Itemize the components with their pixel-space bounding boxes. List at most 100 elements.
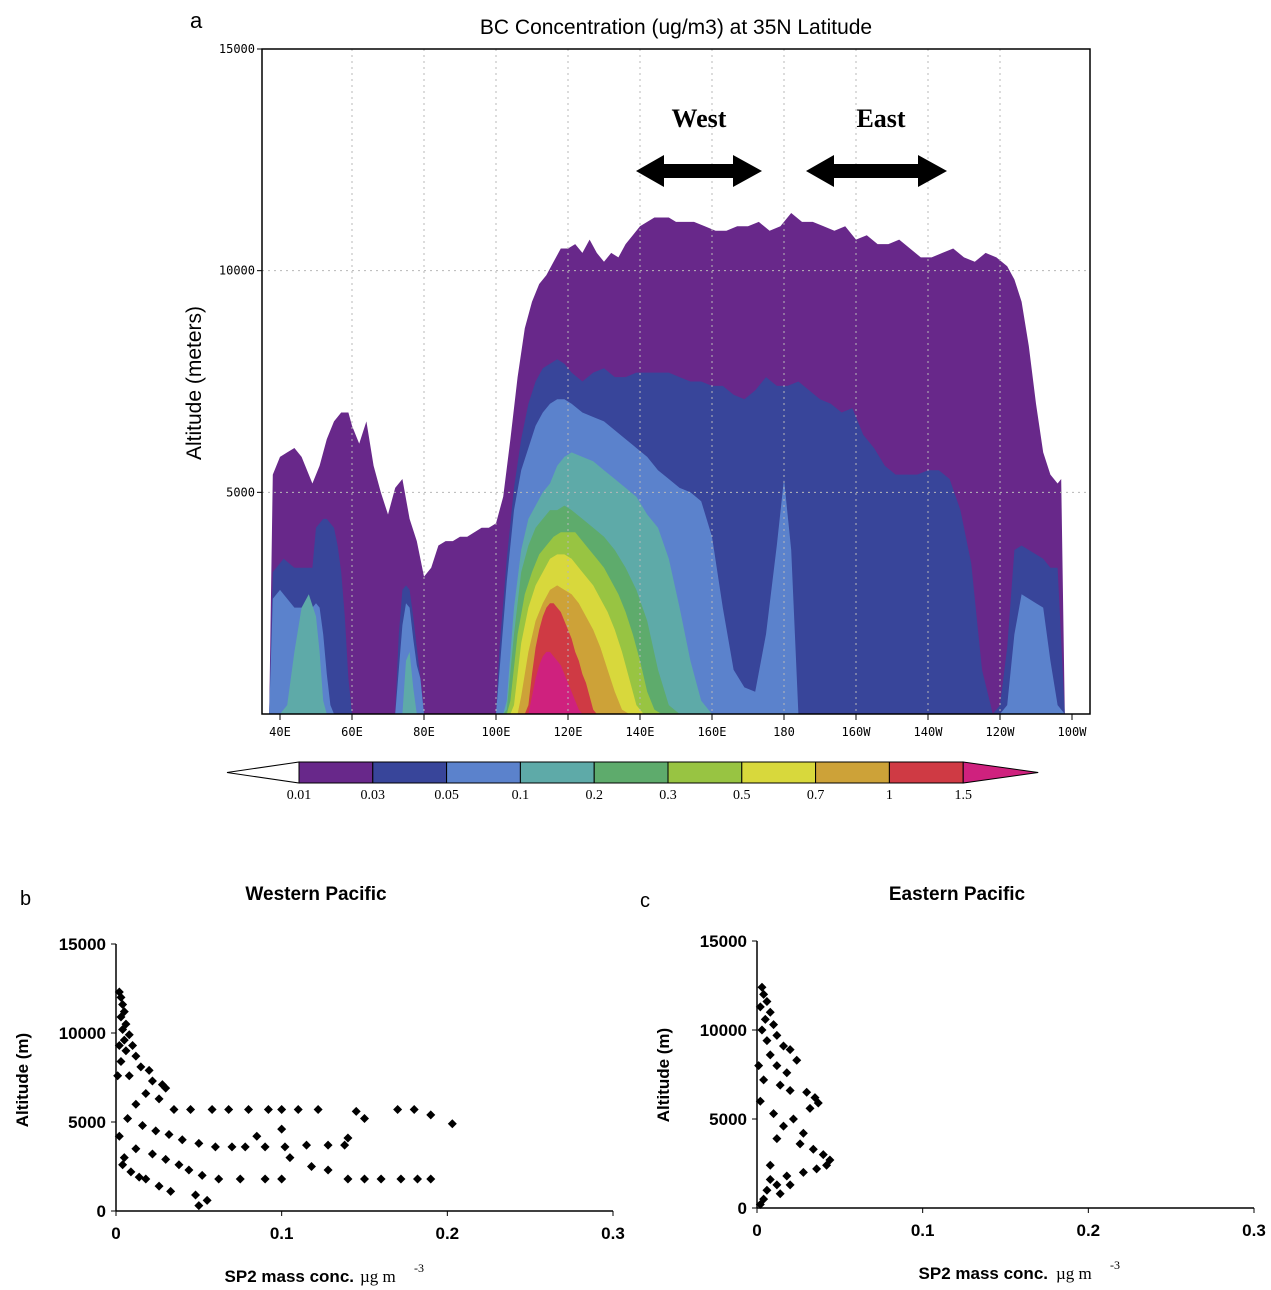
data-point xyxy=(151,1126,161,1136)
data-point xyxy=(762,1036,772,1046)
data-point xyxy=(280,1142,290,1152)
data-point xyxy=(376,1174,386,1184)
panel-c-x-axis-label: SP2 mass conc. xyxy=(919,1264,1048,1283)
data-point xyxy=(144,1065,154,1075)
annotation-west: West xyxy=(672,104,727,133)
data-point xyxy=(759,989,769,999)
data-point xyxy=(207,1105,217,1115)
colorbar-level-label: 0.7 xyxy=(807,788,825,803)
data-point xyxy=(138,1121,148,1131)
data-point xyxy=(123,1113,133,1123)
panel-b-x-axis-label: SP2 mass conc. xyxy=(225,1267,354,1286)
data-point xyxy=(131,1099,141,1109)
data-point xyxy=(323,1140,333,1150)
data-point xyxy=(413,1174,423,1184)
data-point xyxy=(755,1199,765,1209)
data-point xyxy=(131,1051,141,1061)
panel-c-plot-area: 0 5000 10000 15000 0 0.1 0.2 0.3 xyxy=(700,932,1266,1240)
colorbar-over-triangle xyxy=(962,761,1039,784)
panel-a-y-axis-label: Altitude (meters) xyxy=(183,306,206,460)
colorbar-level-label: 0.1 xyxy=(512,788,530,803)
data-point xyxy=(244,1105,254,1115)
x-tick-label: 0.2 xyxy=(436,1224,460,1243)
data-point xyxy=(812,1164,822,1174)
colorbar-swatch xyxy=(667,761,743,784)
colorbar-swatch xyxy=(372,761,448,784)
data-point xyxy=(759,1075,769,1085)
data-point xyxy=(285,1153,295,1163)
panel-b-x-axis-unit: µg m xyxy=(360,1267,396,1286)
colorbar-swatch xyxy=(888,761,964,784)
data-point xyxy=(169,1105,179,1115)
data-point xyxy=(765,1160,775,1170)
data-point xyxy=(277,1105,287,1115)
colorbar-swatch xyxy=(593,761,669,784)
panel-a-frame xyxy=(261,48,1091,715)
data-point xyxy=(184,1165,194,1175)
x-tick-label: 60E xyxy=(341,725,363,739)
data-point xyxy=(340,1140,350,1150)
data-point xyxy=(760,1014,770,1024)
panel-c-x-axis-unit-exponent: -3 xyxy=(1110,1258,1120,1272)
data-point xyxy=(343,1133,353,1143)
data-point xyxy=(202,1195,212,1205)
panel-b-scatter-chart: b Western Pacific Altitude (m) SP2 mass … xyxy=(13,884,625,1286)
data-point xyxy=(126,1167,136,1177)
annotation-east: East xyxy=(856,104,905,133)
data-point xyxy=(782,1171,792,1181)
data-point xyxy=(116,1012,126,1022)
panel-c-label: c xyxy=(640,890,650,912)
x-tick-label: 0.3 xyxy=(1242,1221,1266,1240)
x-tick-label: 120W xyxy=(986,725,1016,739)
data-point xyxy=(128,1040,138,1050)
data-point xyxy=(772,1061,782,1071)
x-tick-label: 160E xyxy=(698,725,727,739)
data-point xyxy=(360,1113,369,1123)
data-point xyxy=(802,1087,812,1097)
colorbar-level-label: 0.5 xyxy=(733,788,751,803)
panel-a-grid xyxy=(262,49,1090,714)
east-double-arrow xyxy=(806,155,947,187)
panel-c-scatter-chart: c Eastern Pacific Altitude (m) SP2 mass … xyxy=(640,884,1266,1283)
data-point xyxy=(118,1024,128,1034)
data-point xyxy=(191,1190,201,1200)
colorbar-under-triangle xyxy=(226,761,300,784)
data-point xyxy=(755,1002,765,1012)
data-point xyxy=(177,1135,187,1145)
data-point xyxy=(134,1172,144,1182)
data-point xyxy=(293,1105,303,1115)
colorbar-swatch xyxy=(446,761,521,784)
panel-a-label: a xyxy=(190,8,203,33)
colorbar: 0.01 0.03 0.05 0.1 0.2 0.3 0.5 0.7 1 1.5 xyxy=(226,761,1039,803)
data-point xyxy=(775,1189,785,1199)
data-point xyxy=(116,1056,126,1066)
y-tick-label: 10000 xyxy=(700,1021,747,1040)
data-point xyxy=(121,1046,131,1056)
contour-level-0.1 xyxy=(269,452,1065,714)
data-point xyxy=(114,1040,124,1050)
data-point xyxy=(141,1174,151,1184)
data-point xyxy=(822,1160,832,1170)
data-point xyxy=(447,1119,457,1129)
data-point xyxy=(795,1139,805,1149)
panel-c-title: Eastern Pacific xyxy=(889,884,1026,905)
data-point xyxy=(277,1174,287,1184)
data-point xyxy=(302,1140,312,1150)
y-tick-label: 0 xyxy=(738,1199,747,1218)
data-point xyxy=(754,1061,764,1071)
y-tick-label: 10000 xyxy=(219,264,255,278)
data-point xyxy=(426,1174,436,1184)
panel-b-title: Western Pacific xyxy=(245,884,387,905)
panel-a-y-ticks: 15000 10000 5000 xyxy=(219,42,262,499)
x-tick-label: 140E xyxy=(626,725,655,739)
data-point xyxy=(772,1030,782,1040)
data-point xyxy=(762,1185,772,1195)
data-point xyxy=(775,1080,785,1090)
data-point xyxy=(186,1105,196,1115)
data-point xyxy=(141,1089,151,1099)
y-tick-label: 15000 xyxy=(59,935,106,954)
data-point xyxy=(210,1142,220,1152)
colorbar-level-label: 1.5 xyxy=(954,788,972,803)
data-point xyxy=(313,1105,323,1115)
